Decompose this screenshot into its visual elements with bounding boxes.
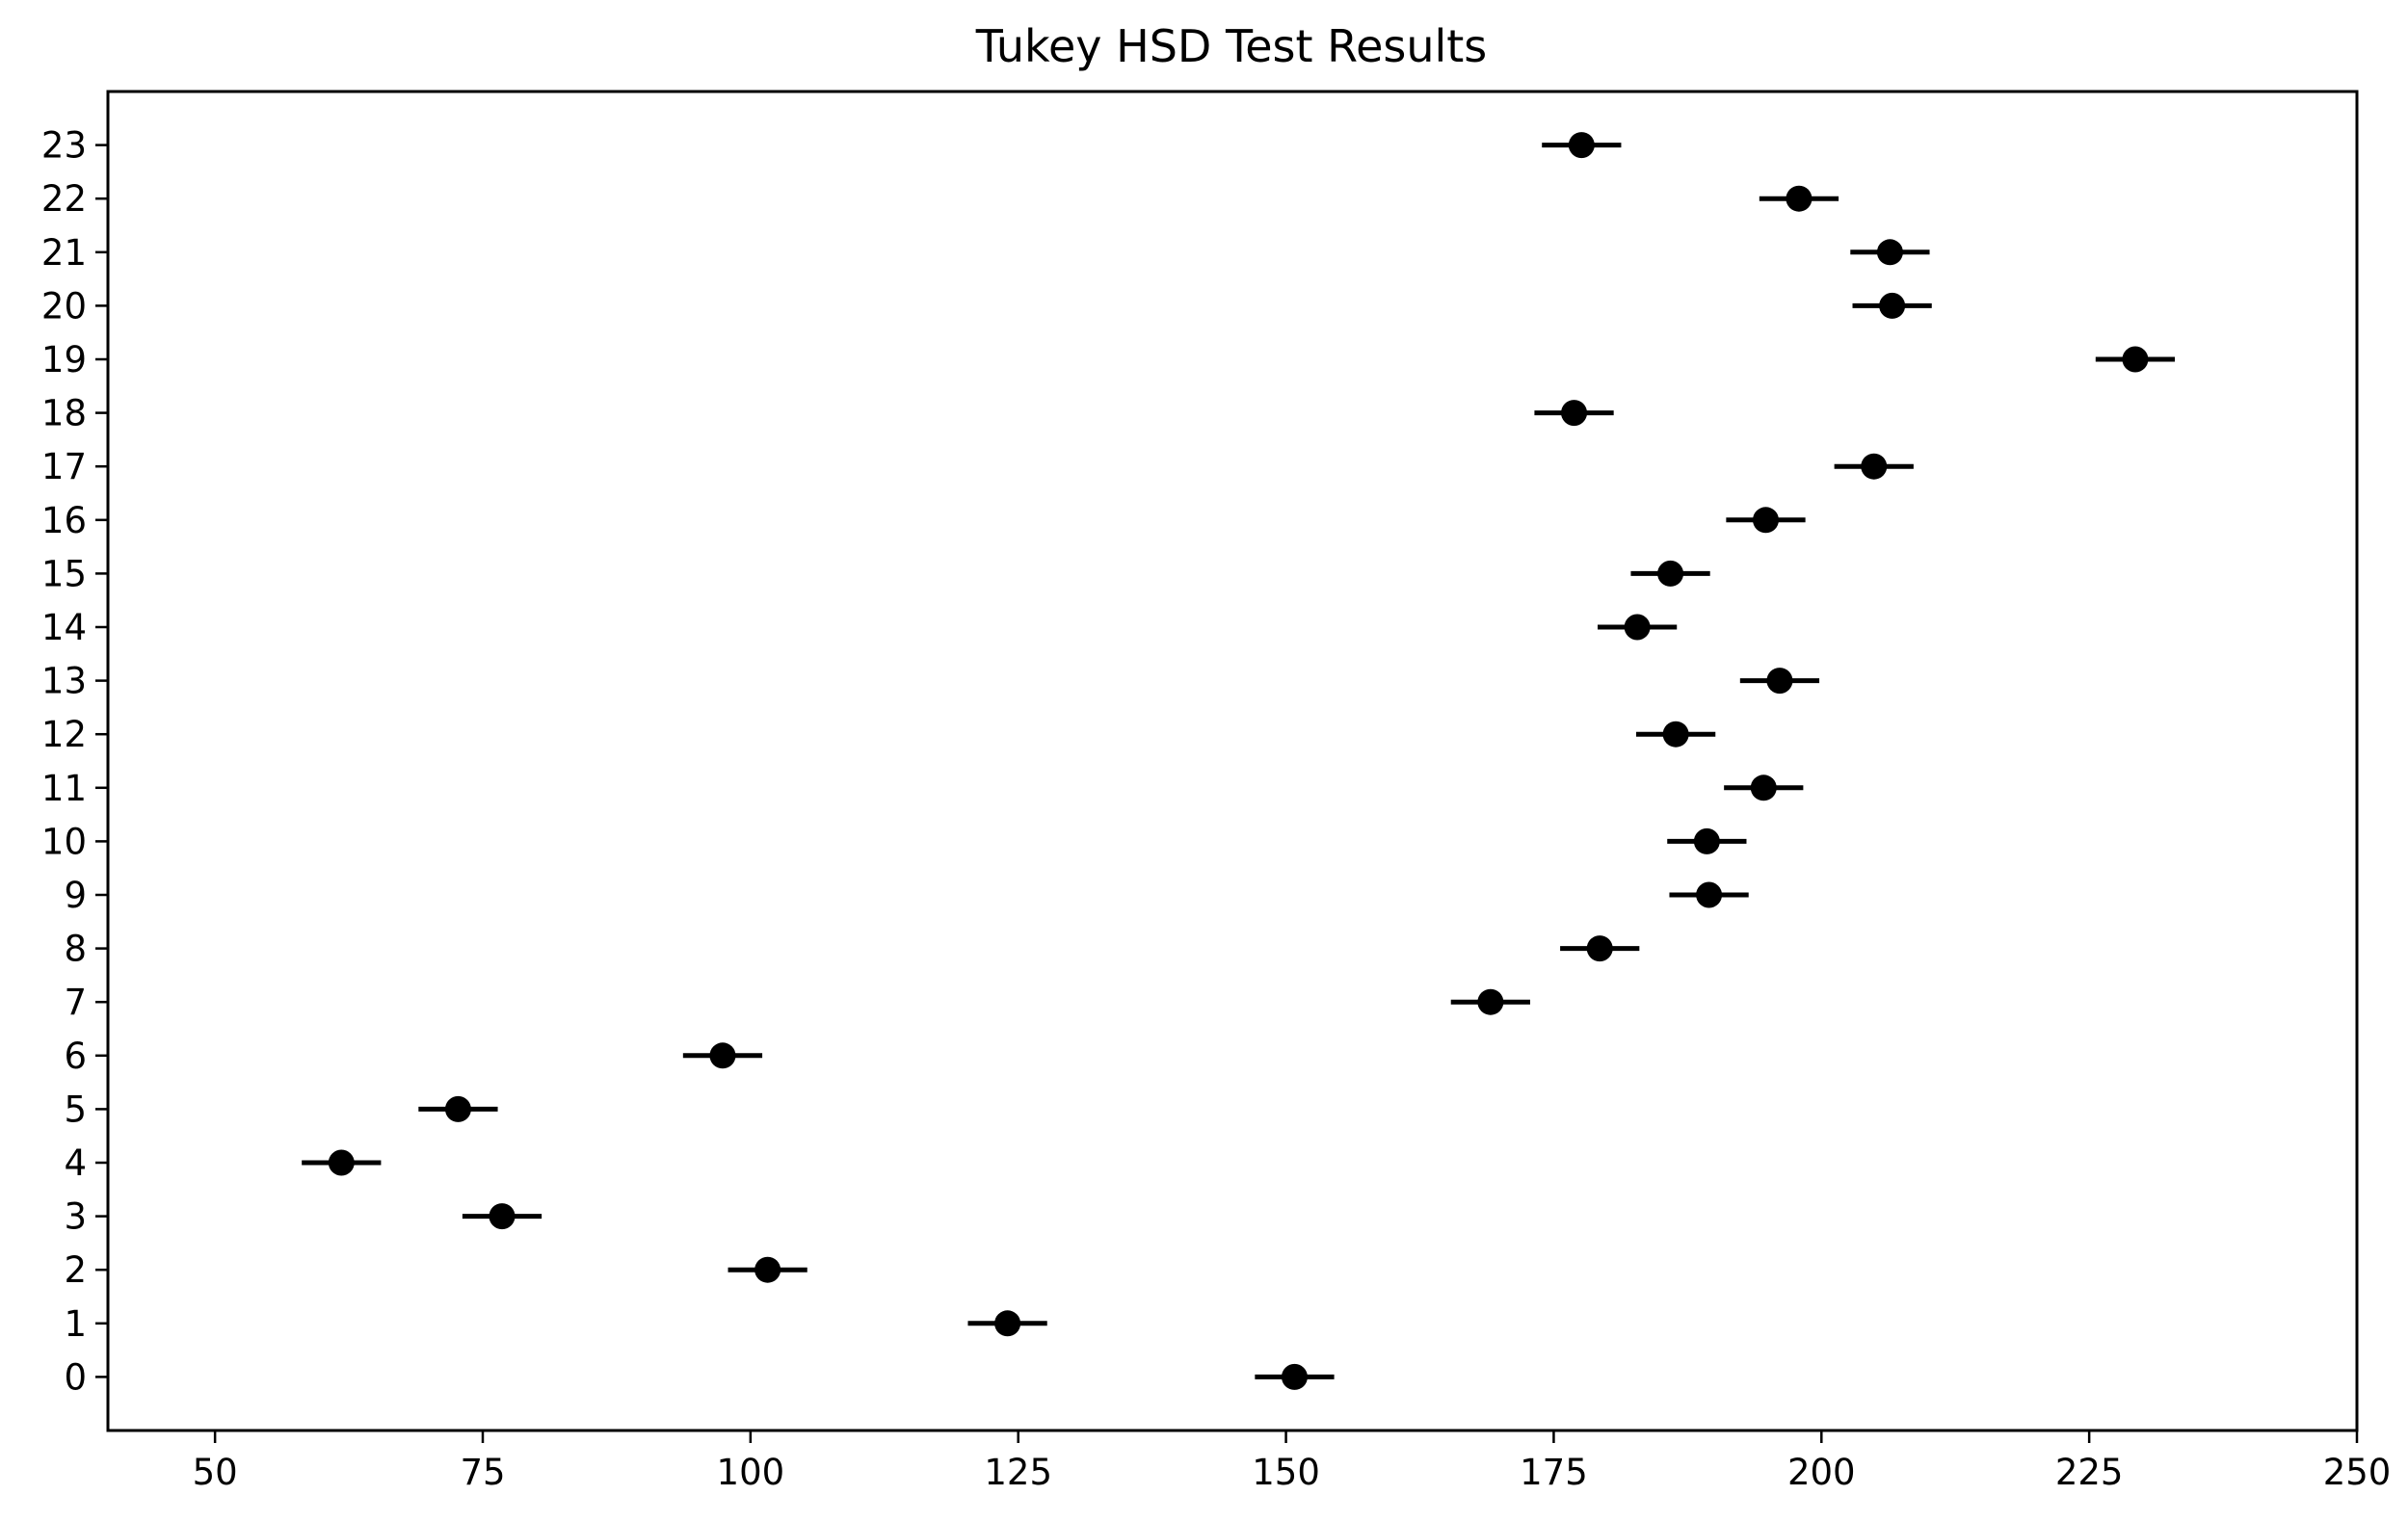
y-tick-label: 6 <box>64 1036 87 1077</box>
data-marks <box>302 132 2176 1390</box>
y-tick-label: 0 <box>64 1356 87 1398</box>
x-tick-label: 75 <box>460 1452 505 1493</box>
x-axis-ticks: 50 75 100 125 150 175 200 225 250 <box>193 1430 2392 1493</box>
mean-point <box>754 1256 781 1283</box>
y-tick-label: 23 <box>41 125 87 167</box>
mean-point <box>1693 827 1720 854</box>
y-tick-label: 2 <box>64 1249 87 1291</box>
y-tick-label: 19 <box>41 339 87 380</box>
y-tick-label: 1 <box>64 1303 87 1345</box>
x-tick-label: 250 <box>2323 1452 2392 1493</box>
y-tick-label: 11 <box>41 768 87 809</box>
mean-point <box>1752 507 1779 534</box>
y-tick-label: 13 <box>41 661 87 702</box>
mean-point <box>328 1149 355 1176</box>
chart-title: Tukey HSD Test Results <box>975 20 1488 72</box>
mean-point <box>489 1203 516 1230</box>
y-tick-label: 14 <box>41 607 87 648</box>
y-tick-label: 16 <box>41 500 87 541</box>
mean-point <box>444 1095 471 1122</box>
y-tick-label: 22 <box>41 178 87 220</box>
x-tick-label: 175 <box>1520 1452 1588 1493</box>
x-tick-label: 150 <box>1252 1452 1320 1493</box>
y-tick-label: 7 <box>64 982 87 1023</box>
x-tick-label: 50 <box>193 1452 238 1493</box>
mean-point <box>1696 881 1723 908</box>
y-tick-label: 8 <box>64 929 87 970</box>
y-tick-label: 17 <box>41 446 87 487</box>
mean-point <box>994 1310 1021 1337</box>
mean-point <box>1477 988 1504 1015</box>
y-tick-label: 15 <box>41 553 87 594</box>
mean-point <box>1876 239 1903 266</box>
y-tick-label: 10 <box>41 821 87 862</box>
mean-point <box>1861 453 1888 480</box>
y-tick-label: 3 <box>64 1196 87 1238</box>
x-tick-label: 100 <box>717 1452 785 1493</box>
y-tick-label: 9 <box>64 875 87 916</box>
mean-point <box>1786 185 1813 212</box>
mean-point <box>2122 346 2149 373</box>
mean-point <box>1662 721 1689 748</box>
mean-point <box>1624 614 1651 641</box>
y-tick-label: 20 <box>41 285 87 327</box>
mean-point <box>1561 400 1588 427</box>
mean-point <box>1750 774 1777 801</box>
y-tick-label: 12 <box>41 714 87 755</box>
mean-point <box>1281 1363 1308 1390</box>
plot-frame <box>106 90 2359 1432</box>
y-tick-label: 5 <box>64 1089 87 1130</box>
mean-point <box>709 1042 736 1069</box>
mean-point <box>1879 292 1906 319</box>
y-tick-label: 4 <box>64 1142 87 1184</box>
mean-point <box>1766 668 1793 695</box>
x-tick-label: 125 <box>984 1452 1052 1493</box>
mean-point <box>1657 560 1684 587</box>
y-tick-label: 18 <box>41 393 87 434</box>
x-tick-label: 200 <box>1787 1452 1856 1493</box>
mean-point <box>1586 935 1613 962</box>
y-tick-label: 21 <box>41 232 87 274</box>
x-tick-label: 225 <box>2055 1452 2124 1493</box>
mean-point <box>1568 132 1595 159</box>
